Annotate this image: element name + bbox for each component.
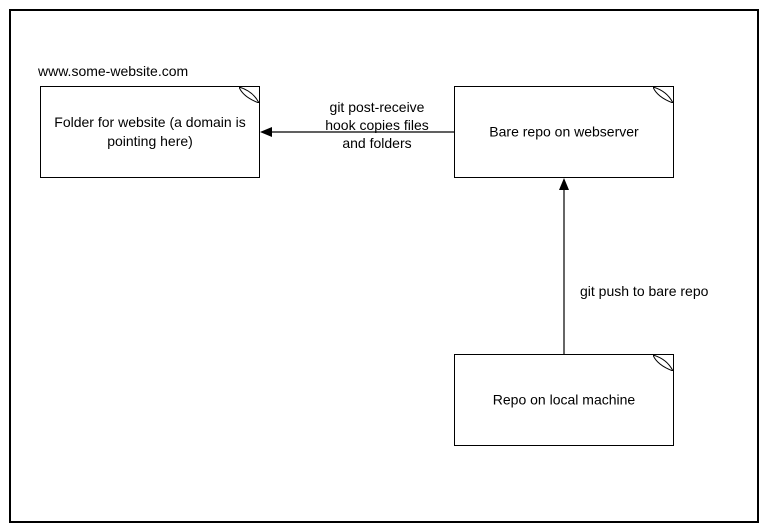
note-fold-icon	[239, 87, 259, 103]
header-url-label: www.some-website.com	[38, 62, 188, 80]
node-website-folder: Folder for website (a domain is pointing…	[40, 86, 260, 178]
edge-git-push	[558, 178, 570, 354]
node-website-folder-label: Folder for website (a domain is pointing…	[49, 113, 251, 151]
node-bare-repo-label: Bare repo on webserver	[463, 123, 665, 142]
node-local-repo-label: Repo on local machine	[463, 391, 665, 410]
note-fold-icon	[653, 355, 673, 371]
diagram-frame: www.some-website.com Folder for website …	[9, 9, 759, 523]
node-local-repo: Repo on local machine	[454, 354, 674, 446]
node-bare-repo: Bare repo on webserver	[454, 86, 674, 178]
edge-git-push-label: git push to bare repo	[580, 282, 740, 300]
edge-hook-copy-label: git post-receive hook copies files and f…	[302, 98, 452, 153]
note-fold-icon	[653, 87, 673, 103]
